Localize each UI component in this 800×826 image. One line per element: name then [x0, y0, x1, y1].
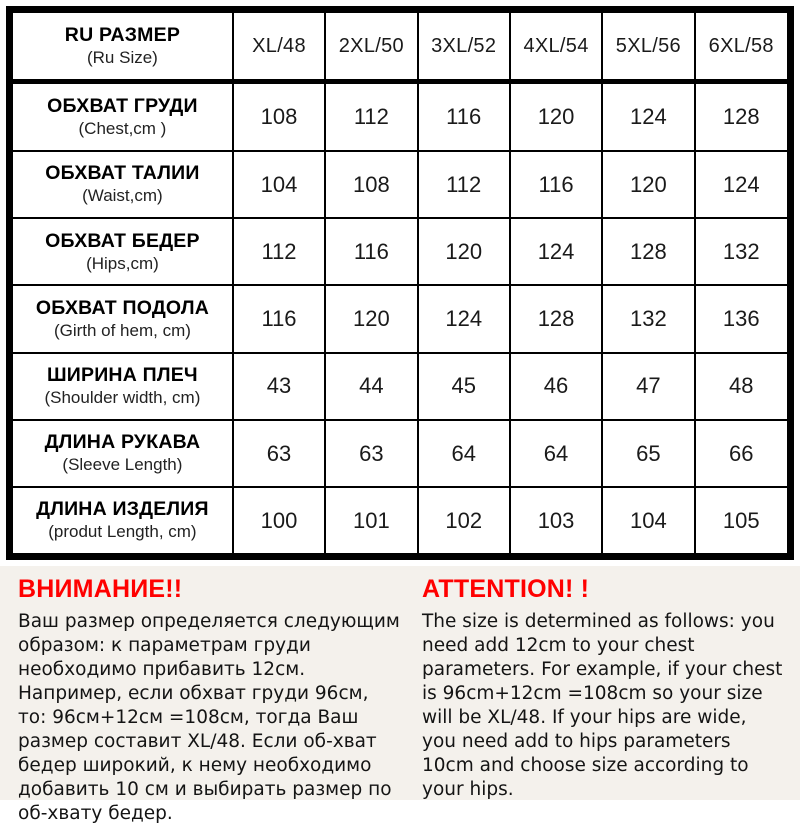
cell-shoulder-0: 43 [231, 351, 327, 421]
cell-hem-2: 124 [416, 284, 511, 354]
cell-waist-0: 104 [231, 149, 327, 220]
cell-chest-4: 124 [601, 80, 696, 152]
table-body: ОБХВАТ ГРУДИ (Chest,cm ) 108 112 116 120… [13, 80, 787, 553]
row-label-en: (Sleeve Length) [62, 455, 183, 475]
cell-hem-4: 132 [601, 284, 696, 354]
attention-panel: ВНИМАНИЕ!! Ваш размер определяется следу… [0, 566, 800, 824]
cell-hem-0: 116 [231, 284, 327, 354]
cell-waist-1: 108 [324, 149, 419, 220]
cell-hem-1: 120 [324, 284, 419, 354]
table-row: ОБХВАТ ТАЛИИ (Waist,cm) 104 108 112 116 … [13, 149, 787, 220]
cell-sleeve-1: 63 [324, 418, 419, 489]
table-row: ОБХВАТ ПОДОЛА (Girth of hem, cm) 116 120… [13, 284, 787, 354]
cell-chest-1: 112 [324, 80, 419, 152]
row-label-shoulder: ШИРИНА ПЛЕЧ (Shoulder width, cm) [13, 351, 234, 421]
row-label-en: (Hips,cm) [86, 253, 159, 273]
cell-chest-0: 108 [231, 80, 327, 152]
table-row: ДЛИНА РУКАВА (Sleeve Length) 63 63 64 64… [13, 418, 787, 489]
size-chart-table: RU РАЗМЕР (Ru Size) XL/48 2XL/50 3XL/52 … [13, 13, 787, 553]
attention-note-english: ATTENTION! ! The size is determined as f… [420, 566, 800, 800]
row-label-ru: ДЛИНА РУКАВА [44, 431, 201, 454]
cell-shoulder-3: 46 [508, 351, 604, 421]
cell-hips-5: 132 [693, 217, 787, 287]
row-label-ru: ДЛИНА ИЗДЕЛИЯ [36, 498, 209, 521]
corner-label-ru: RU РАЗМЕР [64, 23, 181, 46]
cell-hips-0: 112 [231, 217, 327, 287]
cell-sleeve-0: 63 [231, 418, 327, 489]
size-header-1: 2XL/50 [324, 13, 419, 84]
cell-sleeve-5: 66 [693, 418, 787, 489]
row-label-en: (Shoulder width, cm) [44, 388, 201, 408]
cell-hem-5: 136 [693, 284, 787, 354]
table-header: RU РАЗМЕР (Ru Size) XL/48 2XL/50 3XL/52 … [13, 13, 787, 84]
cell-length-5: 105 [693, 486, 787, 553]
cell-hips-3: 124 [508, 217, 604, 287]
size-header-5: 6XL/58 [693, 13, 787, 84]
cell-hips-4: 128 [601, 217, 696, 287]
cell-length-1: 101 [324, 486, 419, 553]
cell-length-4: 104 [601, 486, 696, 553]
attention-body-en: The size is determined as follows: you n… [422, 610, 783, 800]
cell-shoulder-1: 44 [324, 351, 419, 421]
cell-hips-2: 120 [416, 217, 511, 287]
size-header-2: 3XL/52 [416, 13, 511, 84]
table-corner-header: RU РАЗМЕР (Ru Size) [13, 13, 234, 84]
size-header-3: 4XL/54 [508, 13, 604, 84]
row-label-ru: ОБХВАТ ТАЛИИ [45, 162, 200, 185]
row-label-waist: ОБХВАТ ТАЛИИ (Waist,cm) [13, 149, 234, 220]
cell-hips-1: 116 [324, 217, 419, 287]
attention-title-ru: ВНИМАНИЕ!! [18, 575, 183, 603]
row-label-en: (Chest,cm ) [78, 118, 167, 138]
table-row: ШИРИНА ПЛЕЧ (Shoulder width, cm) 43 44 4… [13, 351, 787, 421]
row-label-en: (Girth of hem, cm) [53, 320, 191, 340]
cell-length-2: 102 [416, 486, 511, 553]
table-row: ДЛИНА ИЗДЕЛИЯ (produt Length, cm) 100 10… [13, 486, 787, 553]
cell-shoulder-4: 47 [601, 351, 696, 421]
attention-body-ru: Ваш размер определяется следующим образо… [18, 610, 400, 824]
size-header-4: 5XL/56 [601, 13, 696, 84]
size-header-0: XL/48 [231, 13, 327, 84]
row-label-ru: ОБХВАТ ГРУДИ [47, 94, 198, 117]
cell-chest-3: 120 [508, 80, 604, 152]
table-row: ОБХВАТ БЕДЕР (Hips,cm) 112 116 120 124 1… [13, 217, 787, 287]
row-label-en: (produt Length, cm) [48, 522, 197, 542]
cell-waist-4: 120 [601, 149, 696, 220]
cell-waist-3: 116 [508, 149, 604, 220]
row-label-ru: ОБХВАТ ПОДОЛА [35, 296, 209, 319]
cell-shoulder-2: 45 [416, 351, 511, 421]
size-chart-table-container: RU РАЗМЕР (Ru Size) XL/48 2XL/50 3XL/52 … [6, 6, 794, 560]
cell-sleeve-4: 65 [601, 418, 696, 489]
row-label-ru: ОБХВАТ БЕДЕР [45, 229, 200, 252]
table-header-row: RU РАЗМЕР (Ru Size) XL/48 2XL/50 3XL/52 … [13, 13, 787, 84]
cell-waist-2: 112 [416, 149, 511, 220]
cell-chest-5: 128 [693, 80, 787, 152]
table-row: ОБХВАТ ГРУДИ (Chest,cm ) 108 112 116 120… [13, 80, 787, 152]
row-label-ru: ШИРИНА ПЛЕЧ [47, 364, 198, 387]
cell-length-3: 103 [508, 486, 604, 553]
cell-length-0: 100 [231, 486, 327, 553]
attention-note-russian: ВНИМАНИЕ!! Ваш размер определяется следу… [0, 566, 420, 823]
cell-sleeve-3: 64 [508, 418, 604, 489]
cell-sleeve-2: 64 [416, 418, 511, 489]
attention-title-en: ATTENTION! ! [422, 575, 590, 603]
row-label-chest: ОБХВАТ ГРУДИ (Chest,cm ) [13, 80, 234, 152]
row-label-en: (Waist,cm) [82, 186, 163, 206]
cell-chest-2: 116 [416, 80, 511, 152]
cell-shoulder-5: 48 [693, 351, 787, 421]
corner-label-en: (Ru Size) [86, 47, 158, 67]
cell-waist-5: 124 [693, 149, 787, 220]
row-label-sleeve: ДЛИНА РУКАВА (Sleeve Length) [13, 418, 234, 489]
row-label-hem: ОБХВАТ ПОДОЛА (Girth of hem, cm) [13, 284, 234, 354]
row-label-hips: ОБХВАТ БЕДЕР (Hips,cm) [13, 217, 234, 287]
cell-hem-3: 128 [508, 284, 604, 354]
row-label-product-length: ДЛИНА ИЗДЕЛИЯ (produt Length, cm) [13, 486, 234, 553]
